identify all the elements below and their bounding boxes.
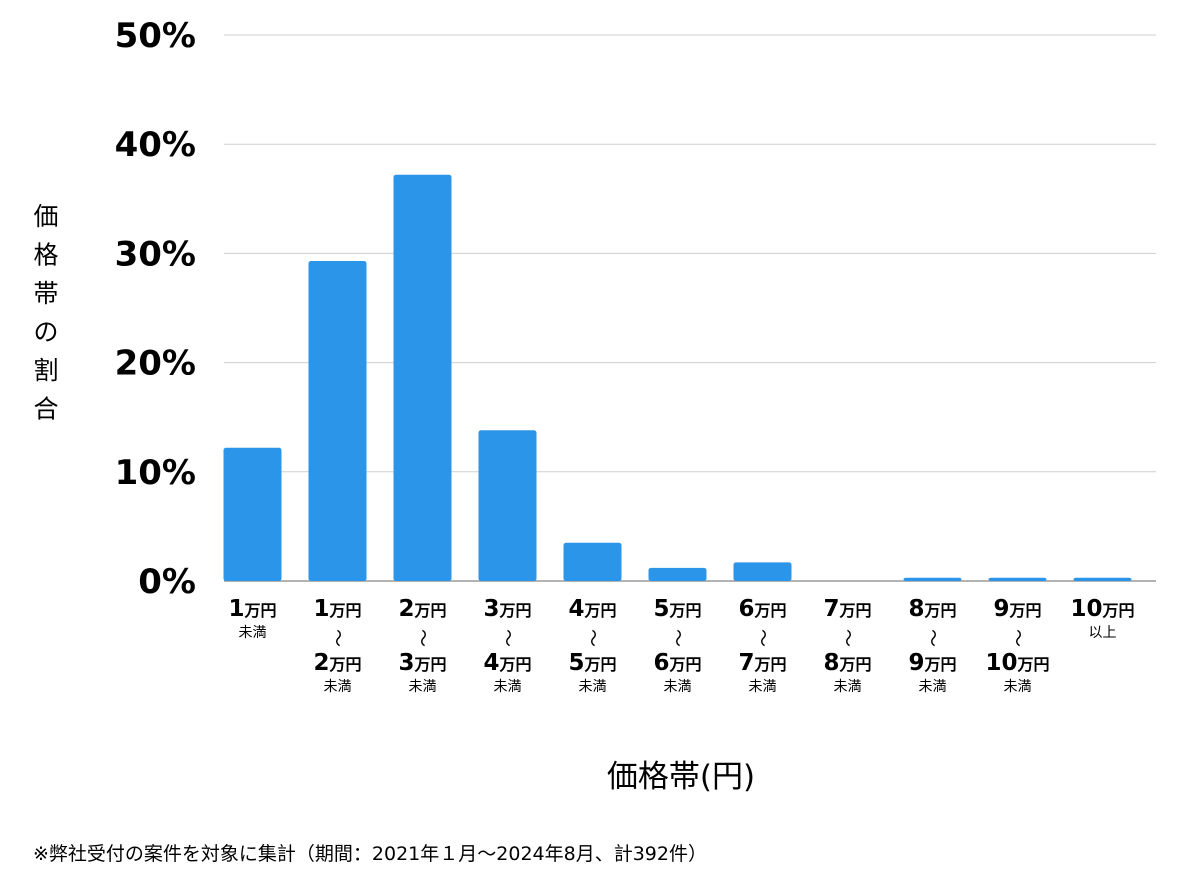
x-tick-label-line: 未満	[494, 679, 522, 695]
x-tick-label-line: 〜	[922, 629, 943, 647]
x-tick-label-line: 〜	[327, 629, 348, 647]
x-tick-label-line: 3万円	[398, 650, 446, 676]
bar	[393, 174, 452, 581]
x-tick-label-line: 未満	[834, 679, 862, 695]
x-tick-label-line: 未満	[664, 679, 692, 695]
y-axis-label-char: 価	[33, 202, 58, 231]
y-tick-label: 30%	[115, 234, 196, 274]
x-tick-label-line: 未満	[919, 679, 947, 695]
y-axis-label-char: 割	[33, 356, 58, 385]
y-tick-labels: 0% 10% 20% 30% 40% 50%	[115, 16, 196, 602]
x-tick-label-line: 2万円	[398, 596, 446, 622]
x-tick-label-line: 3万円	[483, 596, 531, 622]
x-tick-label-line: 未満	[1004, 679, 1032, 695]
bar	[478, 430, 537, 581]
y-tick-label: 20%	[115, 344, 196, 384]
bar	[308, 261, 367, 581]
y-tick-label: 50%	[115, 16, 196, 56]
bar	[903, 577, 962, 581]
x-tick-label-line: 2万円	[313, 650, 361, 676]
x-tick-label-line: 未満	[579, 679, 607, 695]
x-tick-label-line: 10万円	[1070, 596, 1134, 622]
x-tick-label-line: 未満	[324, 679, 352, 695]
x-tick-label-line: 〜	[497, 629, 518, 647]
x-tick-label-line: 9万円	[993, 596, 1041, 622]
x-tick-label-line: 6万円	[738, 596, 786, 622]
x-tick-label-line: 9万円	[908, 650, 956, 676]
y-tick-label: 10%	[115, 453, 196, 493]
y-tick-label: 0%	[138, 562, 196, 602]
bar	[223, 447, 282, 581]
x-tick-label-line: 6万円	[653, 650, 701, 676]
x-tick-label-line: 〜	[752, 629, 773, 647]
x-axis-label: 価格帯(円)	[607, 759, 755, 795]
x-tick-label-line: 〜	[412, 629, 433, 647]
y-axis-label-char: の	[33, 318, 58, 347]
y-axis-label-char: 合	[33, 395, 58, 424]
bar	[988, 577, 1047, 581]
x-tick-label-line: 8万円	[823, 650, 871, 676]
x-tick-label-line: 5万円	[568, 650, 616, 676]
x-tick-label-line: 1万円	[228, 596, 276, 622]
bar	[733, 562, 792, 581]
x-tick-label-line: 〜	[837, 629, 858, 647]
x-tick-labels: 1万円未満1万円〜2万円未満2万円〜3万円未満3万円〜4万円未満4万円〜5万円未…	[228, 596, 1134, 695]
bars	[223, 174, 1132, 581]
x-tick-label-line: 7万円	[823, 596, 871, 622]
x-tick-label-line: 〜	[667, 629, 688, 647]
x-tick-label-line: 8万円	[908, 596, 956, 622]
bar	[1073, 577, 1132, 581]
x-tick-label-line: 〜	[1007, 629, 1028, 647]
x-tick-label-line: 5万円	[653, 596, 701, 622]
x-tick-label-line: 以上	[1089, 625, 1117, 641]
y-axis-label-char: 帯	[33, 279, 58, 308]
y-tick-label: 40%	[115, 125, 196, 165]
x-tick-label-line: 未満	[749, 679, 777, 695]
x-tick-label-line: 4万円	[568, 596, 616, 622]
x-tick-label-line: 1万円	[313, 596, 361, 622]
x-tick-label-line: 未満	[409, 679, 437, 695]
y-axis-label-char: 格	[33, 241, 58, 270]
x-tick-label-line: 4万円	[483, 650, 531, 676]
footnote: ※弊社受付の案件を対象に集計（期間：2021年１月〜2024年8月、計392件）	[33, 843, 707, 865]
bar	[563, 542, 622, 581]
x-tick-label-line: 〜	[582, 629, 603, 647]
x-tick-label-line: 未満	[239, 625, 267, 641]
bar	[648, 567, 707, 581]
x-tick-label-line: 7万円	[738, 650, 786, 676]
x-tick-label-line: 10万円	[985, 650, 1049, 676]
